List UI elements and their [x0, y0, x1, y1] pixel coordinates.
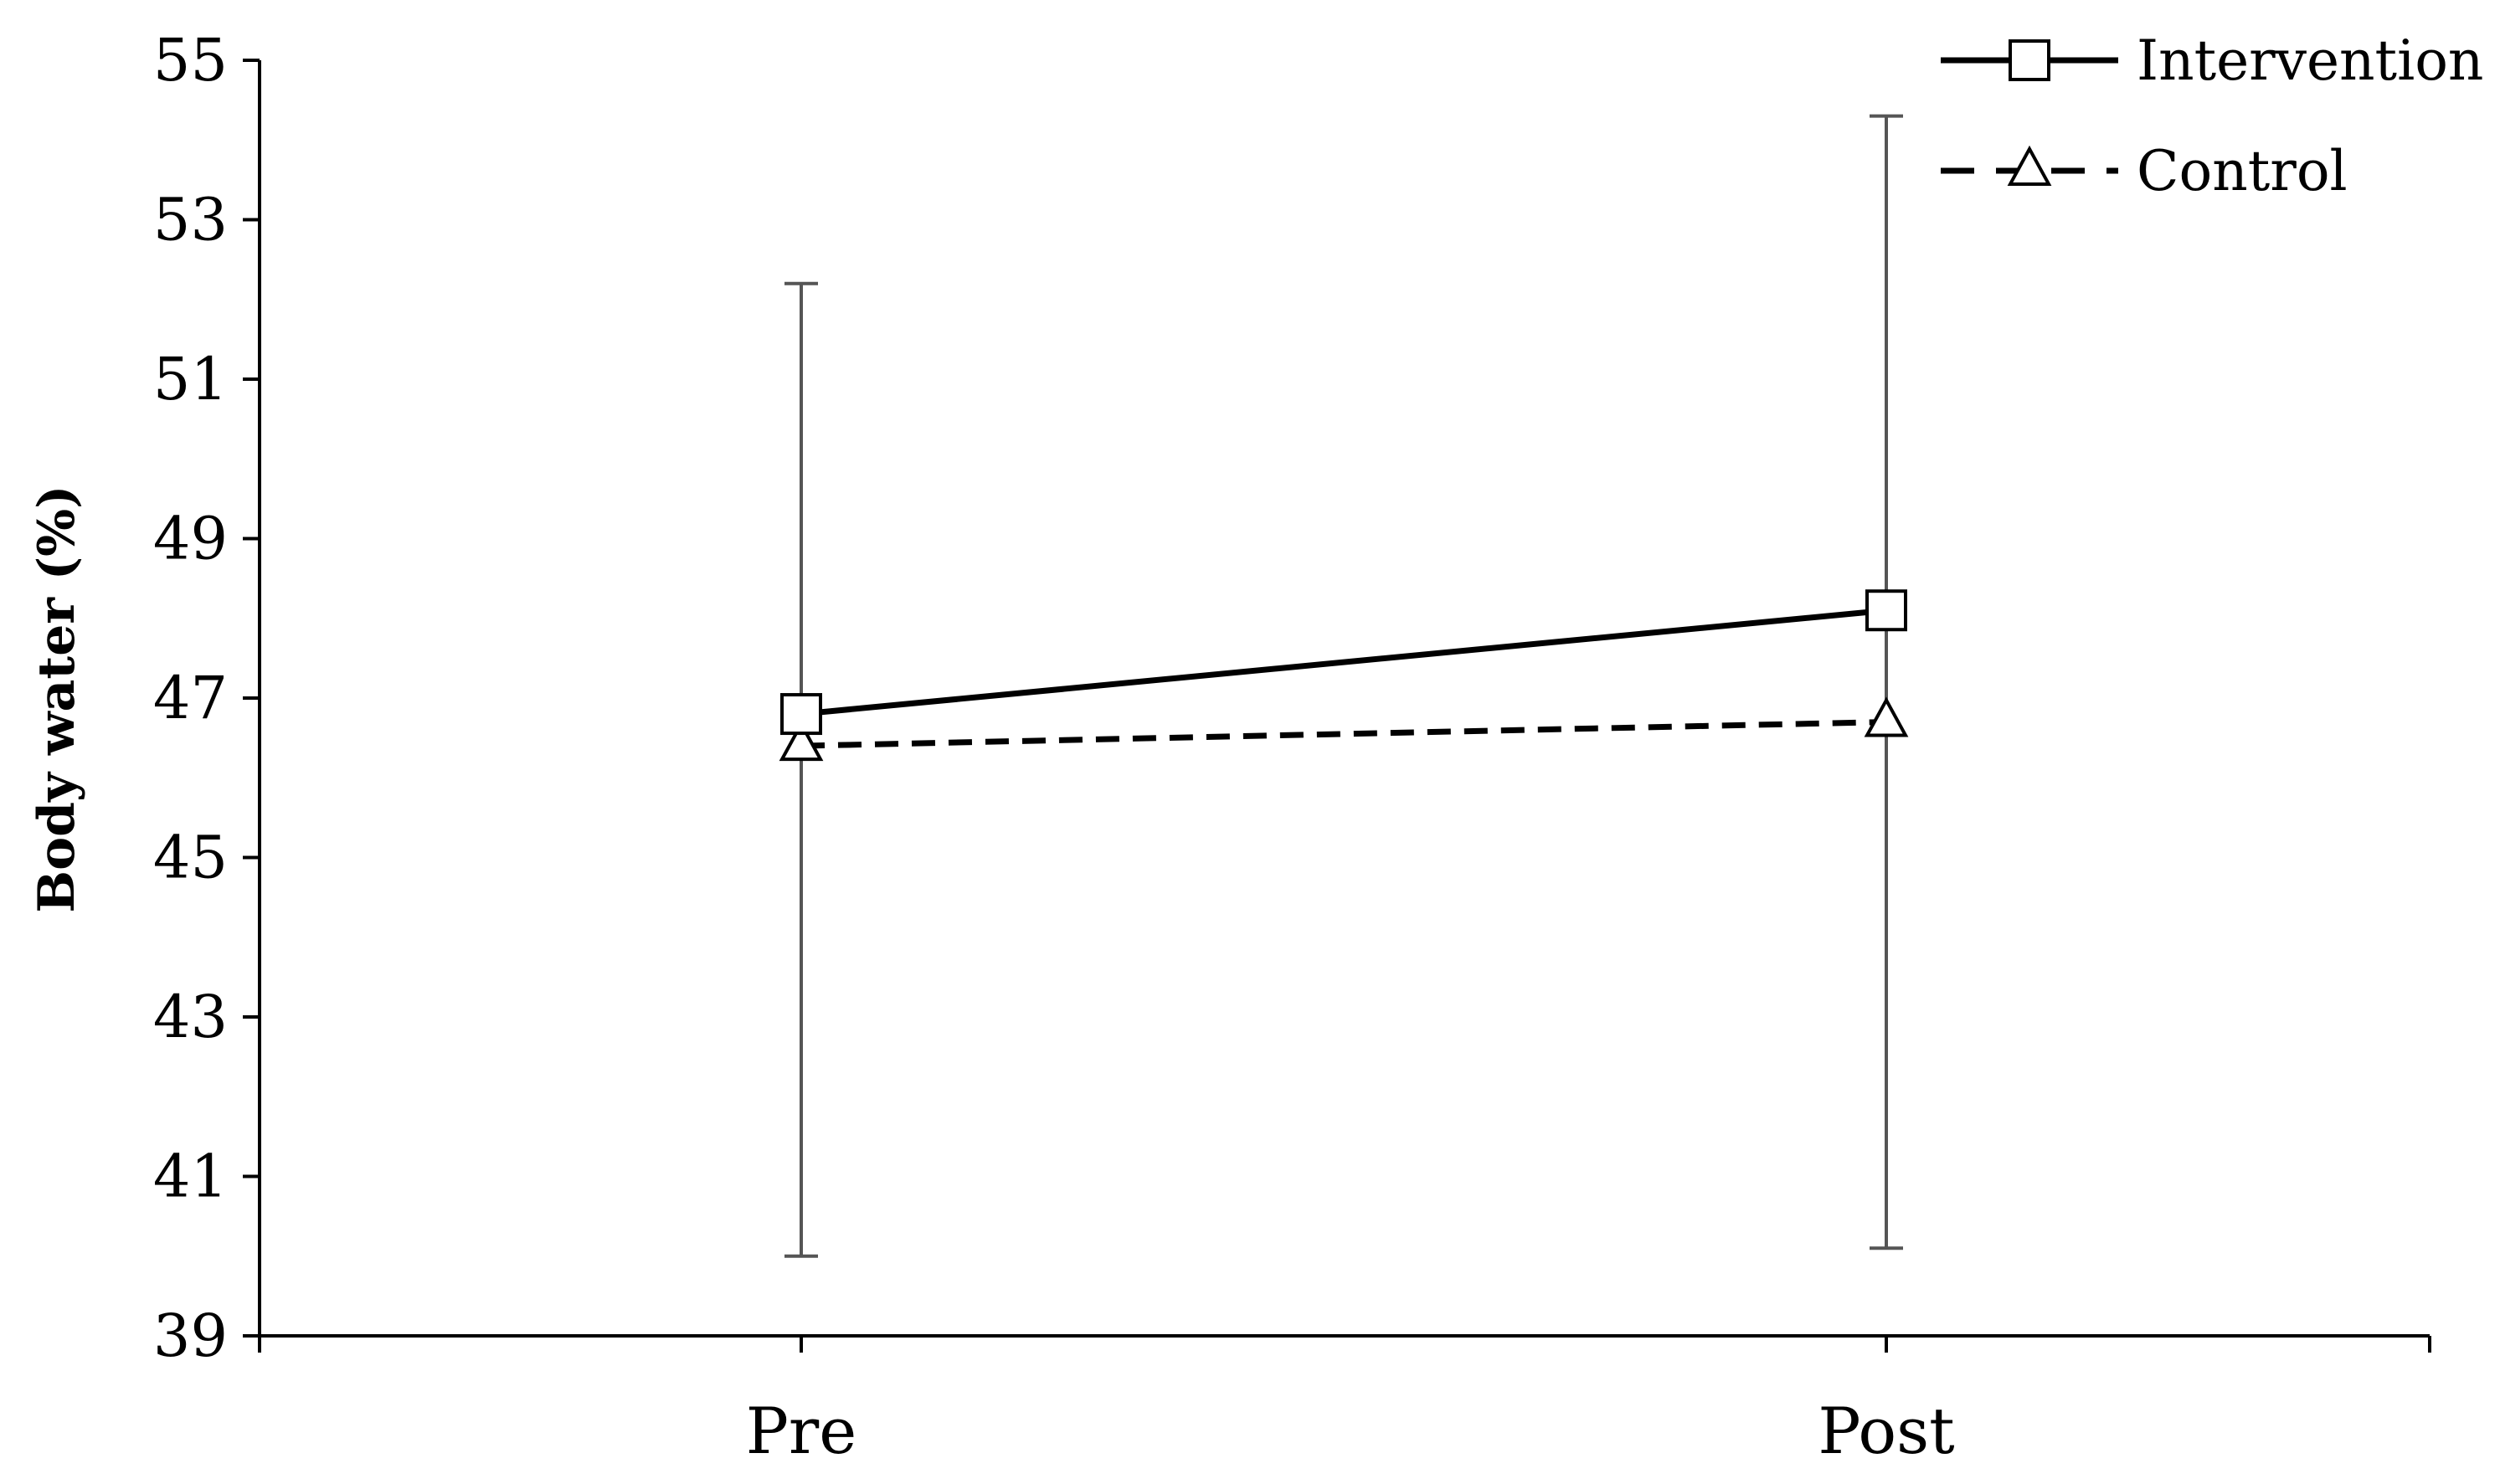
y-tick-label: 41: [153, 1143, 228, 1211]
legend-intervention-label: Intervention: [2137, 28, 2483, 93]
x-tick-label: Post: [1818, 1394, 1954, 1468]
y-tick-label: 49: [153, 505, 228, 573]
intervention-point: [780, 693, 822, 736]
intervention-point: [1865, 589, 1907, 632]
legend-control-marker: [2007, 145, 2052, 186]
y-tick-label: 47: [153, 664, 228, 732]
x-tick-label: Pre: [746, 1394, 856, 1468]
y-tick-label: 51: [153, 345, 228, 413]
error-bars: [784, 114, 1903, 1258]
control-point: [779, 720, 824, 762]
axes: 39 41 43 45 47 49 51 53 55 Pre Post: [153, 26, 2431, 1468]
y-tick-label: 45: [153, 824, 228, 892]
series: [779, 589, 1909, 762]
y-tick-label: 53: [153, 186, 228, 254]
legend-control-label: Control: [2137, 139, 2348, 203]
y-tick-label: 39: [153, 1302, 228, 1370]
y-tick-label: 55: [153, 26, 228, 95]
y-tick-label: 43: [153, 983, 228, 1051]
intervention-series-line: [800, 607, 1887, 717]
control-point: [1864, 696, 1909, 737]
legend: Intervention Control: [1941, 28, 2483, 203]
legend-intervention-marker: [2009, 39, 2050, 81]
control-series-line: [800, 719, 1887, 749]
y-axis-title: Body water (%): [28, 485, 86, 912]
